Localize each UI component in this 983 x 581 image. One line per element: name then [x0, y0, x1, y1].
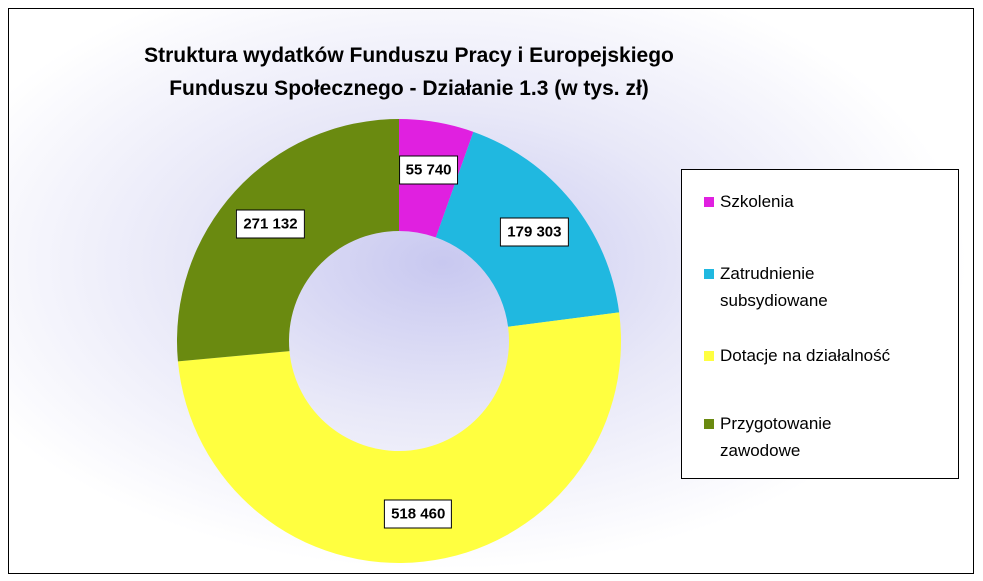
- legend-item: Zatrudnienie subsydiowane: [704, 260, 874, 314]
- donut-segment: [177, 312, 622, 564]
- legend-swatch: [704, 197, 714, 207]
- data-label: 518 460: [384, 499, 453, 529]
- legend-text: Szkolenia: [720, 192, 794, 211]
- data-label: 55 740: [398, 155, 459, 185]
- legend-swatch: [704, 351, 714, 361]
- data-label: 271 132: [236, 209, 305, 239]
- chart: Struktura wydatków Funduszu Pracy i Euro…: [8, 8, 974, 574]
- chart-title: Struktura wydatków Funduszu Pracy i Euro…: [144, 44, 674, 100]
- legend-item: Przygotowanie zawodowe: [704, 410, 874, 464]
- legend-swatch: [704, 269, 714, 279]
- data-label: 179 303: [500, 217, 569, 247]
- legend-text: Zatrudnienie subsydiowane: [720, 264, 828, 310]
- legend-text: Przygotowanie zawodowe: [720, 414, 832, 460]
- legend-swatch: [704, 419, 714, 429]
- legend-item: Dotacje na działalność: [704, 342, 934, 369]
- legend-text: Dotacje na działalność: [720, 346, 891, 365]
- legend: Szkolenia Zatrudnienie subsydiowane Dotacj…: [681, 169, 959, 479]
- donut-segment: [177, 119, 399, 362]
- legend-item: Szkolenia: [704, 188, 924, 215]
